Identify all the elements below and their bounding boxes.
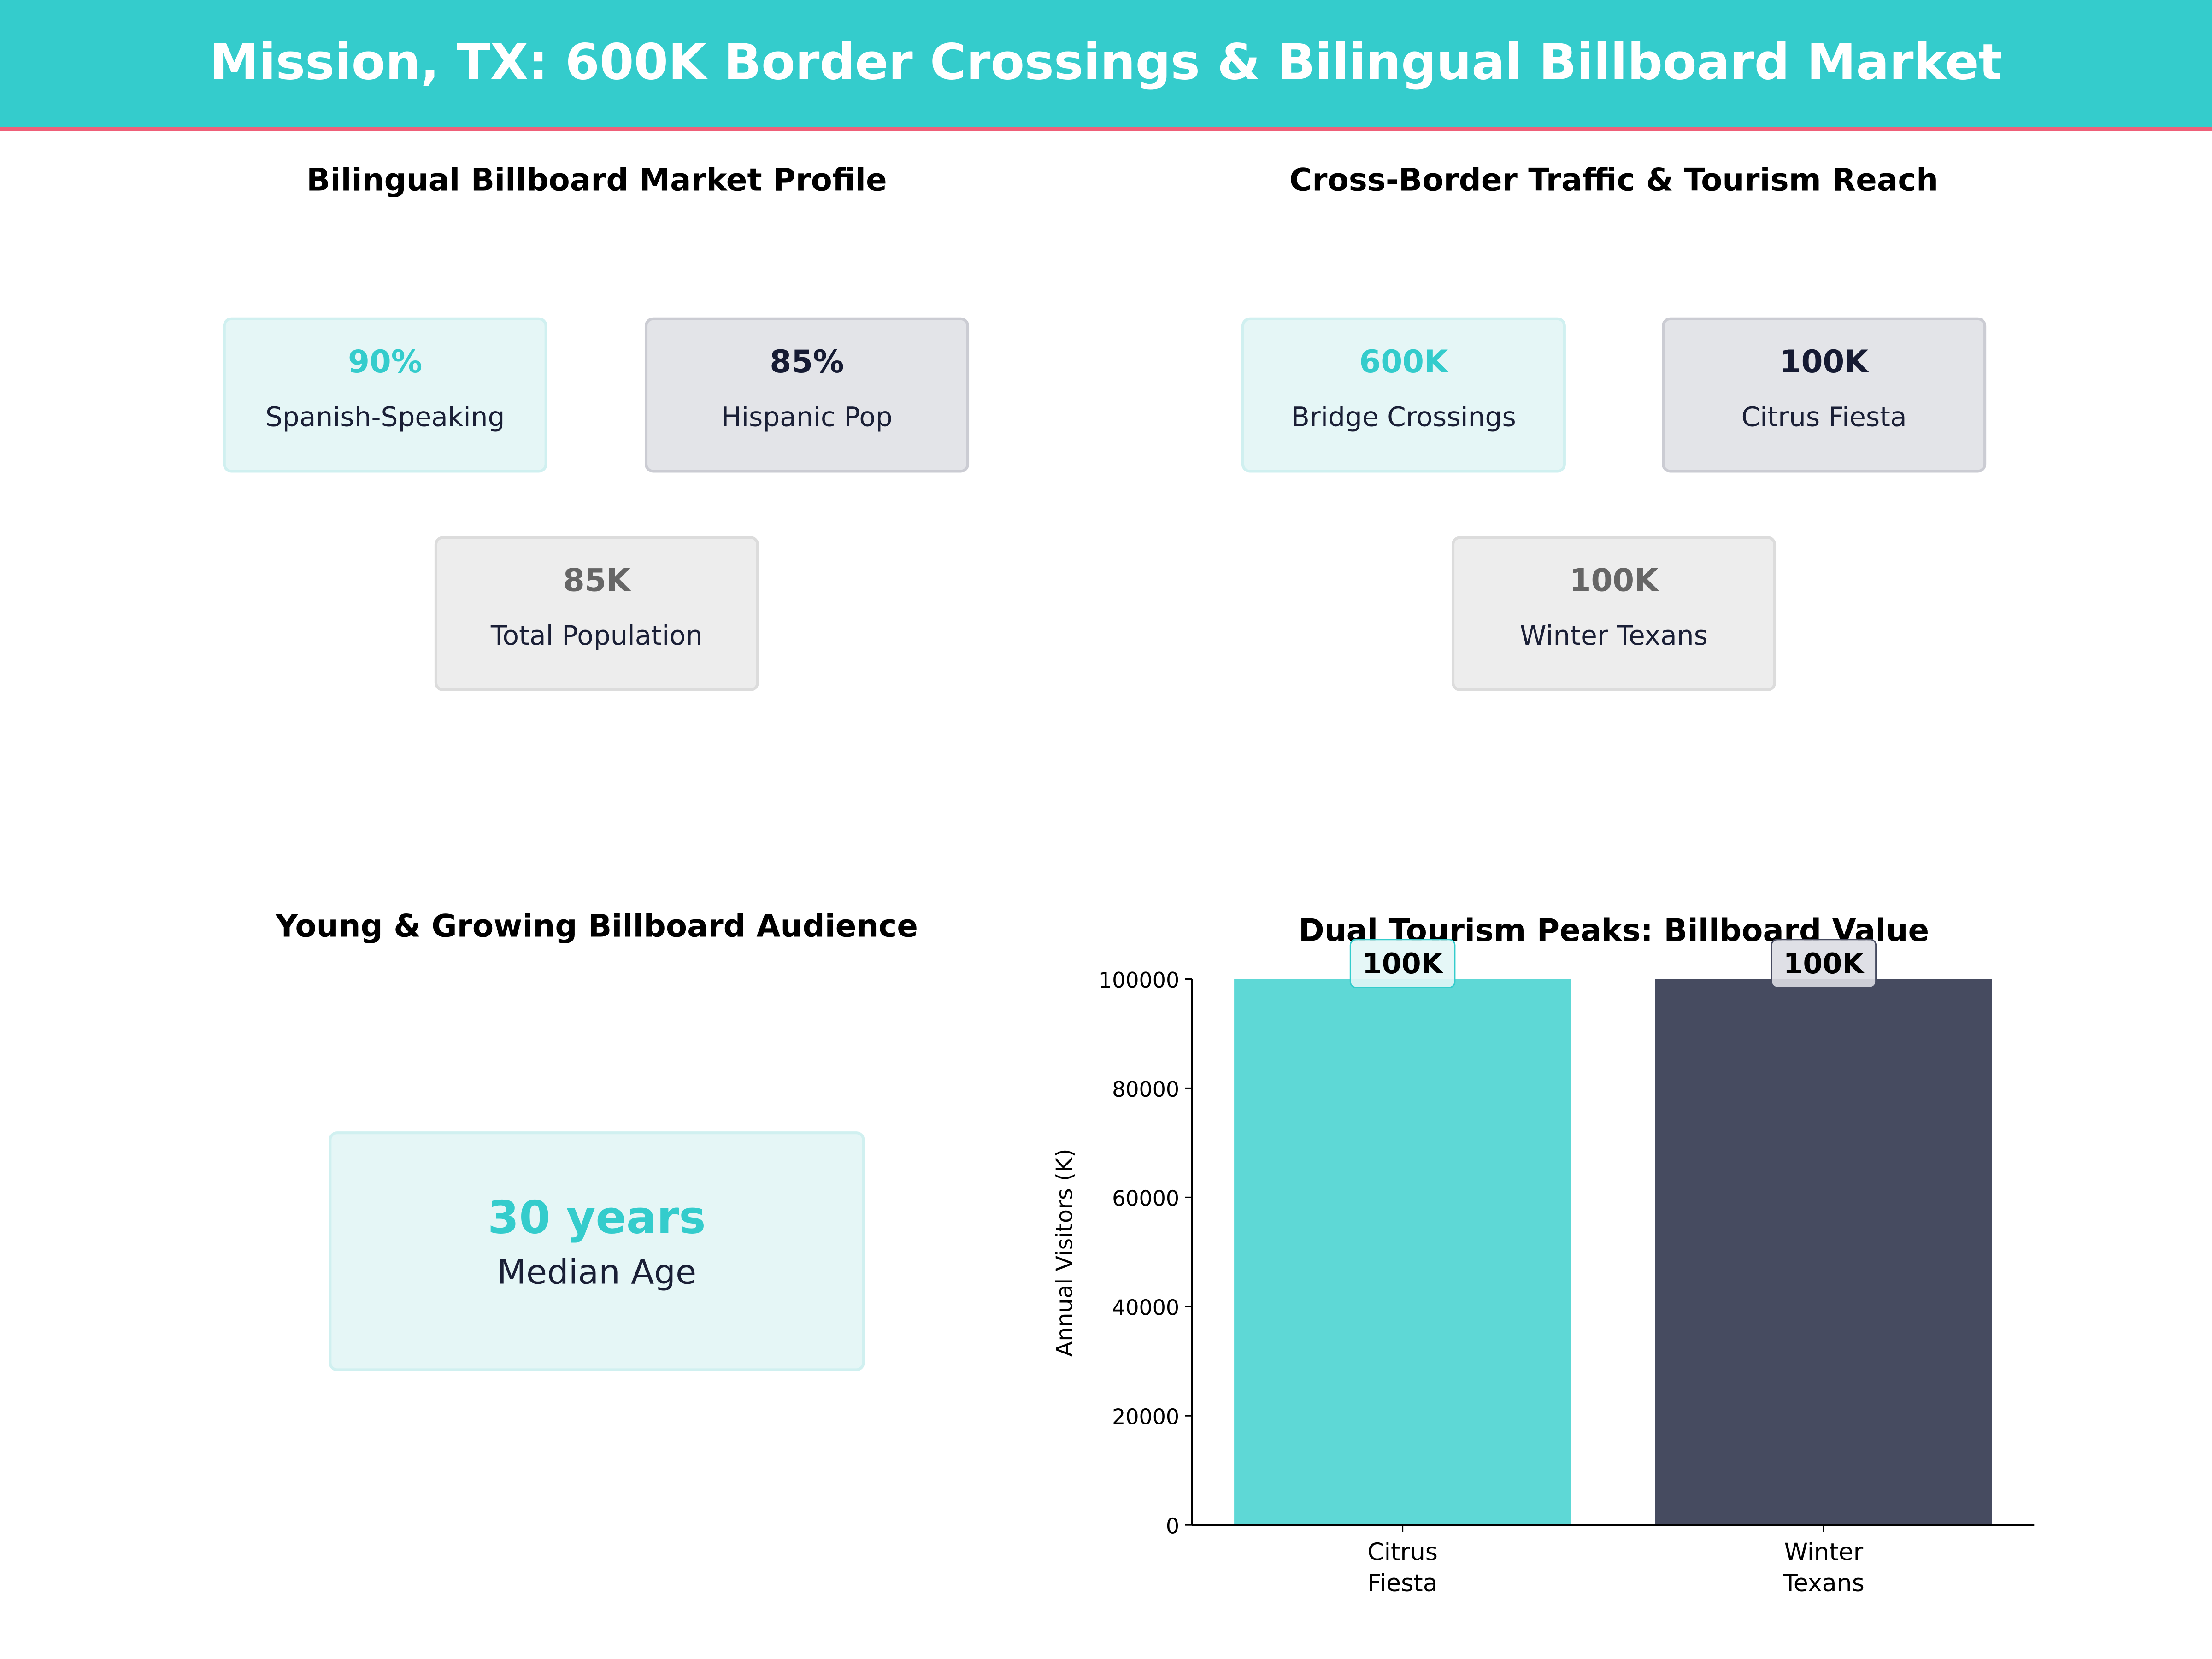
y-tick-label: 60000: [1112, 1186, 1179, 1211]
header-banner: Mission, TX: 600K Border Crossings & Bil…: [0, 0, 2212, 131]
data-label-box: [1349, 939, 1456, 988]
card-label: Total Population: [490, 620, 703, 652]
card-label: Winter Texans: [1520, 620, 1708, 652]
card-spanish-speaking: 90% Spanish-Speaking: [223, 317, 547, 473]
card-winter-texans: 100K Winter Texans: [1451, 536, 1777, 691]
card-value: 600K: [1359, 345, 1448, 381]
y-tick-label: 40000: [1112, 1295, 1179, 1320]
card-hispanic-pop: 85% Hispanic Pop: [644, 317, 970, 473]
y-tick-label: 80000: [1112, 1077, 1179, 1102]
traffic-title: Cross-Border Traffic & Tourism Reach: [1289, 164, 1939, 199]
card-label: Hispanic Pop: [721, 402, 893, 433]
card-label: Citrus Fiesta: [1741, 402, 1907, 433]
y-tick-label: 0: [1166, 1514, 1179, 1539]
y-axis-label: Annual Visitors (K): [1052, 1149, 1078, 1357]
data-label-box: [1771, 939, 1877, 988]
y-tick-label: 100000: [1099, 968, 1179, 993]
page-title: Mission, TX: 600K Border Crossings & Bil…: [210, 35, 2002, 92]
card-label: Bridge Crossings: [1291, 402, 1516, 433]
audience-title: Young & Growing Billboard Audience: [275, 910, 918, 946]
card-total-population: 85K Total Population: [434, 536, 759, 691]
x-tick-label: Winter: [1784, 1539, 1864, 1566]
card-median-age: 30 years Median Age: [329, 1131, 865, 1371]
card-bridge-crossings: 600K Bridge Crossings: [1241, 317, 1566, 473]
card-value: 100K: [1779, 345, 1869, 381]
card-value: 85K: [563, 564, 630, 600]
data-label: 100K: [1783, 947, 1865, 980]
x-tick-label: Texans: [1783, 1570, 1865, 1597]
card-label: Spanish-Speaking: [265, 402, 505, 433]
card-value: 30 years: [488, 1190, 706, 1244]
data-label: 100K: [1362, 947, 1444, 980]
card-citrus-fiesta: 100K Citrus Fiesta: [1662, 317, 1987, 473]
x-tick-label: Citrus: [1367, 1539, 1438, 1566]
card-value: 100K: [1569, 564, 1659, 600]
market-profile-title: Bilingual Billboard Market Profile: [306, 164, 887, 199]
card-value: 85%: [770, 345, 844, 381]
card-label: Median Age: [497, 1253, 697, 1293]
x-tick-label: Fiesta: [1368, 1570, 1438, 1597]
y-tick-label: 20000: [1112, 1405, 1179, 1430]
card-value: 90%: [348, 345, 423, 381]
bar: [1655, 979, 1992, 1525]
bar: [1234, 979, 1571, 1525]
